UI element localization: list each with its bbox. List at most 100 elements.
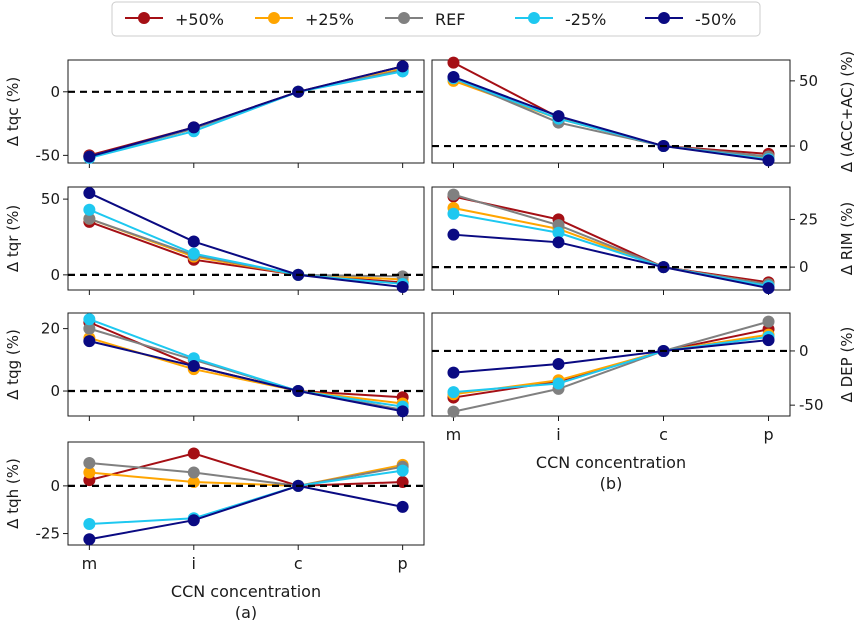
- legend-marker: [398, 12, 410, 24]
- series--50%: [83, 60, 409, 163]
- data-point: [83, 150, 96, 163]
- panel-acc: 0 50 Δ (ACC+AC) (%): [431, 51, 856, 172]
- legend-label: -50%: [695, 10, 736, 29]
- series-line: [88, 192, 403, 288]
- panels: -50 0 Δ tqc (%) 0 50 Δ tqr (%) 0 20 Δ tqg (%) -25…: [4, 51, 856, 620]
- x-tick-label: c: [659, 425, 668, 444]
- series-line: [89, 484, 403, 541]
- data-point: [83, 466, 96, 479]
- plot-frame: [67, 186, 425, 291]
- legend-label: +50%: [175, 10, 224, 29]
- y-axis-label: Δ tqc (%): [4, 77, 22, 146]
- data-point: [762, 315, 775, 328]
- series--25%: [83, 65, 409, 164]
- data-point: [187, 121, 200, 134]
- plot-frame: [431, 312, 791, 417]
- series-line: [88, 208, 403, 285]
- series-line: [88, 321, 403, 399]
- data-point: [552, 357, 565, 370]
- series--50%: [447, 228, 775, 295]
- panel-dep: -50 0 Δ DEP (%) m i c p CCN concentration (b): [431, 312, 856, 493]
- data-point: [447, 386, 460, 399]
- y-tick-label: -50: [799, 396, 824, 414]
- x-tick-label: m: [446, 425, 462, 444]
- series-line: [89, 318, 403, 408]
- legend: +50% +25% REF -25% -50%: [111, 1, 761, 37]
- series-line: [89, 461, 403, 487]
- y-tick-label: 0: [50, 382, 60, 400]
- y-tick-label: -25: [36, 525, 61, 543]
- data-point: [447, 228, 460, 241]
- x-tick-label: i: [556, 425, 560, 444]
- series-line: [453, 193, 769, 286]
- plot-frame: [67, 441, 425, 546]
- series--50%: [83, 479, 409, 546]
- data-point: [396, 500, 409, 513]
- panel-tqh: -25 0 Δ tqh (%) m i c p CCN concentration (a): [4, 441, 425, 620]
- series-+50%: [447, 190, 775, 289]
- legend-marker: [528, 12, 540, 24]
- series-line: [453, 76, 769, 162]
- series-REF: [83, 212, 409, 283]
- data-point: [187, 235, 200, 248]
- data-point: [762, 334, 775, 347]
- y-axis-label: Δ tqr (%): [4, 205, 22, 272]
- data-point: [396, 60, 409, 73]
- legend-entry: REF: [385, 10, 465, 29]
- x-tick-label: i: [192, 554, 196, 573]
- data-point: [447, 70, 460, 83]
- data-point: [447, 366, 460, 379]
- legend-label: -25%: [565, 10, 606, 29]
- data-point: [83, 335, 96, 348]
- series-line: [453, 195, 769, 284]
- y-tick-label: 50: [799, 72, 818, 90]
- series-+50%: [447, 56, 775, 160]
- series-line: [453, 233, 769, 290]
- y-axis-label: Δ RIM (%): [838, 202, 856, 276]
- data-point: [447, 405, 460, 418]
- series-+50%: [447, 323, 775, 404]
- legend-entry: -25%: [515, 10, 606, 29]
- data-point: [447, 207, 460, 220]
- data-point: [447, 56, 460, 69]
- legend-label: +25%: [305, 10, 354, 29]
- panel-caption: (b): [600, 474, 623, 493]
- series-+25%: [83, 331, 409, 410]
- data-point: [187, 447, 200, 460]
- y-tick-label: 0: [799, 137, 809, 155]
- panel-tqc: -50 0 Δ tqc (%): [4, 59, 425, 168]
- data-point: [396, 405, 409, 418]
- data-point: [83, 313, 96, 326]
- data-point: [83, 322, 96, 335]
- data-point: [552, 236, 565, 249]
- data-point: [83, 187, 96, 200]
- y-tick-label: 0: [50, 266, 60, 284]
- legend-entry: +50%: [125, 10, 224, 29]
- y-tick-label: 0: [799, 342, 809, 360]
- data-point: [187, 466, 200, 479]
- y-axis-label: Δ tqh (%): [4, 458, 22, 529]
- legend-label: REF: [435, 10, 465, 29]
- panel-tqg: 0 20 Δ tqg (%): [4, 312, 425, 421]
- y-axis-label: Δ tqg (%): [4, 329, 22, 400]
- legend-frame: [111, 1, 761, 37]
- data-point: [447, 188, 460, 201]
- y-axis-label: Δ (ACC+AC) (%): [838, 51, 856, 172]
- x-tick-label: c: [294, 554, 303, 573]
- data-point: [83, 533, 96, 546]
- data-point: [187, 247, 200, 260]
- y-tick-label: 25: [799, 210, 818, 228]
- x-axis-label: CCN concentration: [536, 453, 686, 472]
- data-point: [83, 456, 96, 469]
- y-tick-label: 0: [799, 258, 809, 276]
- x-tick-label: m: [82, 554, 98, 573]
- series-line: [89, 217, 403, 281]
- series-line: [89, 452, 403, 487]
- data-point: [83, 518, 96, 531]
- legend-entry: -50%: [645, 10, 736, 29]
- panel-rim: 0 25 Δ RIM (%): [431, 186, 856, 295]
- y-tick-label: -50: [36, 146, 61, 164]
- series-line: [453, 320, 769, 413]
- series-REF: [447, 188, 775, 291]
